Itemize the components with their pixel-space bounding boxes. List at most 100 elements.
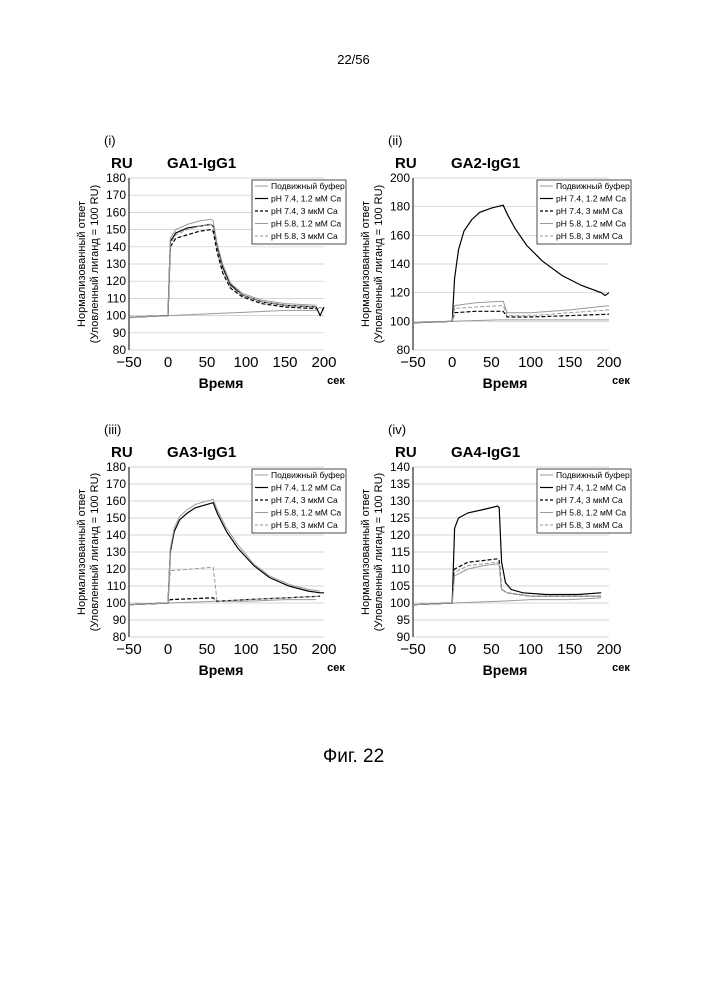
- y-tick-label: 125: [390, 511, 410, 525]
- series-line-5: [128, 223, 317, 318]
- y-unit-label: RU: [395, 155, 417, 172]
- x-tick-label: 200: [596, 354, 621, 371]
- series-line-5: [412, 561, 602, 606]
- chart-panel-2: (ii) RU GA2-IgG1 80 100 120 140 160 180 200 −50 0 50…: [360, 133, 632, 391]
- legend-entry: pH 7.4, 3 мкМ Ca: [556, 495, 623, 505]
- x-tick-label: 50: [483, 641, 500, 658]
- x-tick-label: 150: [272, 354, 297, 371]
- y-tick-label: 130: [390, 494, 410, 508]
- x-tick-label: 100: [233, 641, 258, 658]
- chart-title: GA1-IgG1: [167, 155, 236, 172]
- y-tick-label: 130: [106, 257, 126, 271]
- y-axis-label-note: (Уловленный лиганд = 100 RU): [89, 185, 101, 343]
- chart-title: GA3-IgG1: [167, 444, 236, 461]
- series-line-3: [128, 595, 321, 606]
- panel-label: (iii): [104, 422, 121, 437]
- y-tick-label: 160: [106, 205, 126, 219]
- x-tick-label: 0: [448, 641, 456, 658]
- series-line-5: [128, 566, 321, 606]
- panel-label: (ii): [388, 133, 402, 148]
- y-tick-label: 120: [106, 562, 126, 576]
- y-tick-label: 150: [106, 223, 126, 237]
- y-tick-label: 100: [390, 314, 410, 328]
- y-tick-label: 110: [391, 562, 410, 576]
- y-axis-label: Нормализованный ответ: [76, 489, 88, 615]
- legend-box: [536, 179, 632, 245]
- legend-entry: pH 5.8, 3 мкМ Ca: [556, 231, 623, 241]
- x-axis-unit: сек: [327, 375, 345, 387]
- legend-entry: Подвижный буфер: [556, 181, 630, 191]
- x-axis-unit: сек: [327, 662, 345, 674]
- series-line-3: [412, 558, 602, 606]
- y-tick-label: 110: [107, 291, 126, 305]
- y-tick-label: 180: [106, 460, 126, 474]
- series-line-3: [128, 228, 317, 318]
- legend-entry: pH 5.8, 1.2 мМ Ca: [556, 508, 626, 518]
- legend-entry: pH 7.4, 1.2 мМ Ca: [556, 194, 626, 204]
- y-tick-label: 90: [113, 613, 127, 627]
- x-tick-label: 100: [518, 354, 543, 371]
- chart-panel-1: (i) RU GA1-IgG1 80 90 100 110 120 130 140 150 160 17…: [76, 133, 347, 391]
- x-axis-unit: сек: [612, 662, 630, 674]
- y-tick-label: 105: [390, 579, 410, 593]
- y-tick-label: 80: [113, 343, 127, 357]
- y-tick-label: 140: [390, 460, 410, 474]
- y-tick-label: 170: [106, 477, 126, 491]
- y-tick-label: 160: [390, 228, 410, 242]
- y-axis-label: Нормализованный ответ: [360, 201, 372, 327]
- series-line-5: [412, 305, 610, 324]
- y-axis-label: Нормализованный ответ: [360, 489, 372, 615]
- chart-title: GA2-IgG1: [451, 155, 520, 172]
- legend-entry: pH 5.8, 1.2 мМ Ca: [271, 508, 341, 518]
- x-axis-label: Время: [199, 375, 244, 391]
- y-unit-label: RU: [111, 155, 133, 172]
- legend-entry: Подвижный буфер: [271, 181, 345, 191]
- y-tick-label: 140: [106, 240, 126, 254]
- y-unit-label: RU: [111, 444, 133, 461]
- x-tick-label: 50: [199, 641, 216, 658]
- y-tick-label: 115: [391, 545, 410, 559]
- x-tick-label: 100: [233, 354, 258, 371]
- x-tick-label: 200: [311, 641, 336, 658]
- y-tick-label: 130: [106, 545, 126, 559]
- legend-entry: pH 7.4, 3 мкМ Ca: [271, 495, 338, 505]
- legend-entry: pH 7.4, 1.2 мМ Ca: [556, 483, 626, 493]
- chart-title: GA4-IgG1: [451, 444, 520, 461]
- x-axis-label: Время: [199, 662, 244, 678]
- y-tick-label: 180: [106, 171, 126, 185]
- y-axis-label-note: (Уловленный лиганд = 100 RU): [373, 473, 385, 631]
- legend-entry: Подвижный буфер: [271, 470, 345, 480]
- y-tick-label: 180: [390, 200, 410, 214]
- x-axis-unit: сек: [612, 375, 630, 387]
- chart-panel-4: (iv) RU GA4-IgG1 90 95 100 105 110 115 120 125 130 1…: [360, 422, 632, 678]
- y-tick-label: 95: [397, 613, 411, 627]
- x-tick-label: 0: [164, 641, 172, 658]
- legend-box: [251, 179, 347, 245]
- y-tick-label: 90: [397, 630, 411, 644]
- y-axis-label: Нормализованный ответ: [76, 201, 88, 327]
- y-tick-label: 120: [390, 528, 410, 542]
- x-tick-label: 50: [199, 354, 216, 371]
- x-axis-label: Время: [483, 662, 528, 678]
- x-tick-label: −50: [116, 641, 141, 658]
- y-tick-label: 150: [106, 511, 126, 525]
- y-tick-label: 140: [390, 257, 410, 271]
- x-tick-label: 0: [164, 354, 172, 371]
- y-tick-label: 120: [390, 286, 410, 300]
- x-tick-label: 150: [557, 354, 582, 371]
- y-axis-label-note: (Уловленный лиганд = 100 RU): [89, 473, 101, 631]
- y-axis-label-note: (Уловленный лиганд = 100 RU): [373, 185, 385, 343]
- y-tick-label: 140: [106, 528, 126, 542]
- y-tick-label: 160: [106, 494, 126, 508]
- y-tick-label: 80: [113, 630, 127, 644]
- x-tick-label: 200: [596, 641, 621, 658]
- figure-caption: Фиг. 22: [322, 746, 385, 767]
- x-tick-label: 100: [518, 641, 543, 658]
- y-tick-label: 120: [106, 274, 126, 288]
- x-tick-label: 200: [311, 354, 336, 371]
- y-tick-label: 90: [113, 326, 127, 340]
- legend-entry: pH 7.4, 3 мкМ Ca: [556, 206, 623, 216]
- legend-entry: pH 5.8, 1.2 мМ Ca: [556, 219, 626, 229]
- x-axis-label: Время: [483, 375, 528, 391]
